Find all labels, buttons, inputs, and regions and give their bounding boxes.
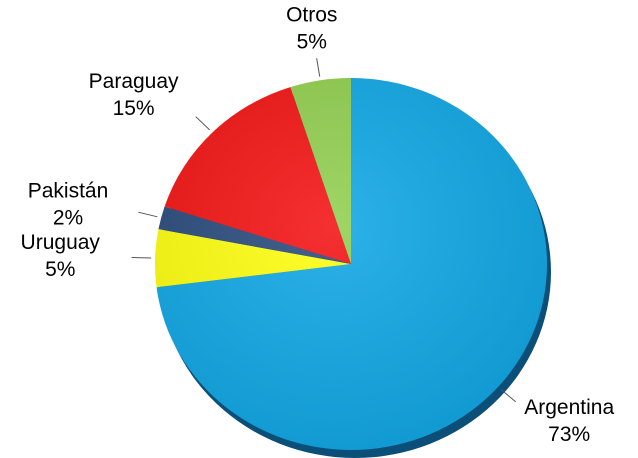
- category-label: Paraguay: [89, 70, 179, 93]
- value-label: 5%: [45, 258, 75, 281]
- pie: [154, 78, 547, 451]
- leader-line: [316, 58, 321, 77]
- leader-line: [500, 389, 516, 403]
- value-label: 2%: [53, 206, 83, 229]
- leader-line: [138, 211, 158, 218]
- value-label: 73%: [548, 423, 590, 446]
- labels: Argentina 73% Uruguay 5% Pakistán 2% Paraguay 1…: [21, 3, 615, 446]
- leader-line: [195, 116, 210, 131]
- category-label: Pakistán: [28, 179, 109, 202]
- category-label: Uruguay: [21, 231, 101, 254]
- value-label: 5%: [297, 30, 327, 53]
- leader-line: [131, 256, 152, 259]
- category-label: Otros: [286, 3, 337, 26]
- category-label: Argentina: [524, 396, 614, 419]
- value-label: 15%: [113, 97, 155, 120]
